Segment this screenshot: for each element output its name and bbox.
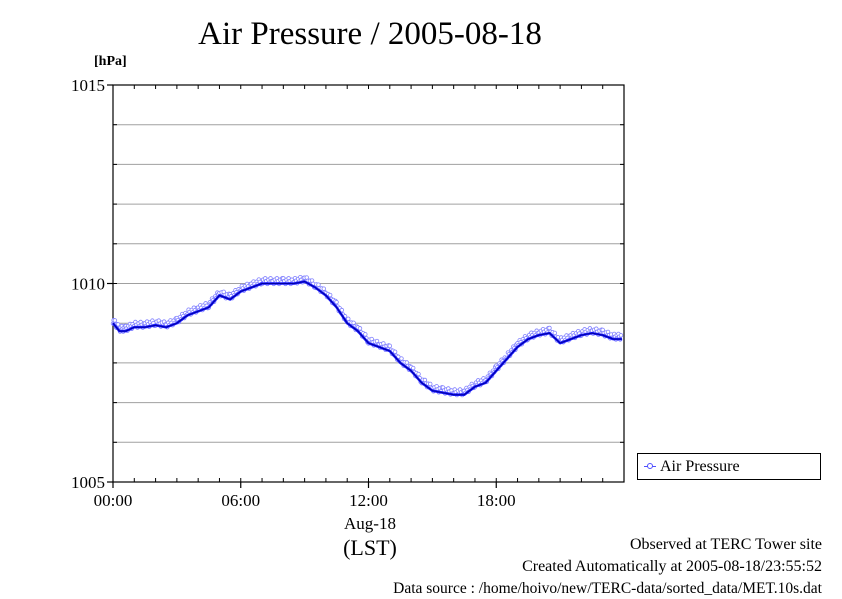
legend: Air Pressure (637, 453, 821, 480)
y-tick-label: 1015 (71, 76, 105, 95)
series-line-air-pressure-core (112, 280, 622, 396)
data-point (428, 381, 433, 387)
x-axis-label: (LST) (343, 535, 397, 560)
data-point (363, 332, 368, 337)
data-point (399, 356, 404, 361)
x-tick-label: 06:00 (221, 491, 260, 510)
data-point (327, 292, 333, 298)
data-point (404, 360, 410, 365)
data-point (387, 343, 392, 349)
data-point (618, 333, 624, 338)
data-point (346, 316, 351, 322)
data-point (416, 371, 421, 377)
data-point (552, 330, 558, 336)
y-tick-label: 1010 (71, 275, 105, 294)
x-axis-date-label: Aug-18 (344, 514, 396, 533)
data-point (316, 282, 321, 287)
data-point (112, 318, 118, 323)
chart-title: Air Pressure / 2005-08-18 (198, 16, 542, 52)
data-source-text: Data source : /home/hoivo/new/TERC-data/… (393, 580, 822, 597)
created-timestamp-text: Created Automatically at 2005-08-18/23:5… (522, 558, 822, 575)
y-axis-unit-label: [hPa] (94, 54, 127, 69)
data-point (411, 365, 416, 371)
x-tick-label: 12:00 (349, 491, 388, 510)
data-point (351, 320, 356, 326)
y-tick-label: 1005 (71, 473, 105, 492)
data-point (547, 325, 552, 331)
x-tick-label: 18:00 (477, 491, 516, 510)
data-point (422, 377, 428, 383)
data-point (357, 326, 363, 331)
data-point (392, 349, 398, 354)
legend-line-icon (644, 463, 656, 469)
data-point (321, 286, 326, 291)
data-point (339, 307, 345, 313)
legend-label: Air Pressure (660, 458, 740, 475)
x-tick-label: 00:00 (94, 491, 133, 510)
observed-site-text: Observed at TERC Tower site (629, 536, 822, 553)
data-point (334, 299, 339, 305)
